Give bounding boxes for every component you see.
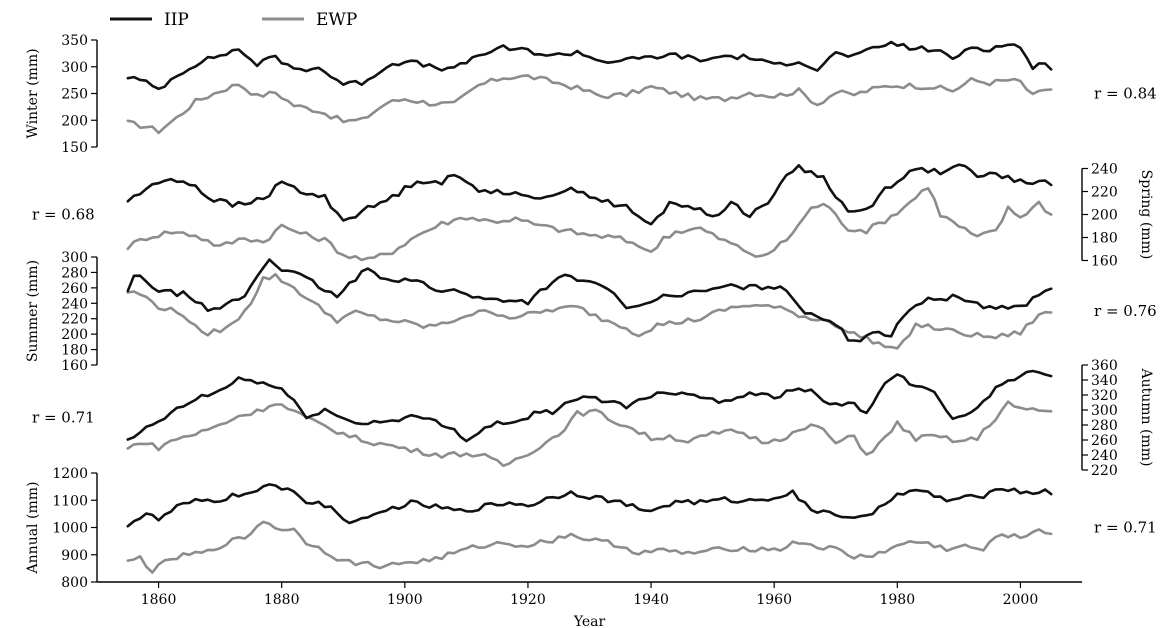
y-tick-label: 1100 bbox=[52, 493, 88, 509]
y-tick-label: 150 bbox=[61, 140, 88, 156]
x-tick-label: 1940 bbox=[633, 592, 669, 608]
y-tick-label: 250 bbox=[61, 87, 88, 103]
y-tick-label: 200 bbox=[61, 113, 88, 129]
y-axis-title: Summer (mm) bbox=[25, 260, 41, 362]
y-tick-label: 350 bbox=[61, 33, 88, 49]
y-axis-title: Autumn (mm) bbox=[1138, 368, 1154, 467]
y-tick-label: 800 bbox=[61, 575, 88, 591]
panel-winter: 150 200 250 300 350 Winter (mm) r = 0.84 bbox=[25, 33, 1157, 156]
series-line-ewp bbox=[126, 400, 1053, 468]
y-tick-label: 260 bbox=[1091, 433, 1118, 449]
series-line-iip bbox=[126, 369, 1053, 443]
y-tick-label: 1200 bbox=[52, 466, 88, 482]
x-tick-label: 2000 bbox=[1003, 592, 1039, 608]
legend-label-ewp: EWP bbox=[316, 10, 357, 30]
y-tick-label: 1000 bbox=[52, 521, 88, 537]
x-axis-title: Year bbox=[573, 614, 606, 628]
y-tick-label: 160 bbox=[61, 358, 88, 374]
x-tick-label: 1920 bbox=[510, 592, 546, 608]
y-tick-label: 200 bbox=[61, 327, 88, 343]
y-tick-label: 180 bbox=[61, 343, 88, 359]
y-tick-label: 220 bbox=[61, 312, 88, 328]
y-tick-label: 300 bbox=[1091, 403, 1118, 419]
y-tick-label: 280 bbox=[1091, 418, 1118, 434]
y-tick-label: 240 bbox=[1091, 162, 1118, 178]
x-tick-label: 1860 bbox=[141, 592, 177, 608]
correlation-label: r = 0.71 bbox=[32, 409, 95, 427]
y-axis-title: Annual (mm) bbox=[25, 482, 41, 575]
y-tick-label: 180 bbox=[1091, 231, 1118, 247]
y-tick-label: 300 bbox=[61, 60, 88, 76]
x-tick-label: 1980 bbox=[879, 592, 915, 608]
y-tick-label: 220 bbox=[1091, 185, 1118, 201]
y-tick-label: 300 bbox=[61, 250, 88, 266]
series-line-ewp bbox=[126, 74, 1053, 135]
panel-annual: 800 900 1000 1100 1200 Annual (mm) r = 0.71 bbox=[25, 466, 1157, 591]
y-tick-label: 240 bbox=[1091, 448, 1118, 464]
x-tick-label: 1880 bbox=[264, 592, 300, 608]
correlation-label: r = 0.71 bbox=[1094, 519, 1157, 537]
x-tick-label: 1960 bbox=[756, 592, 792, 608]
correlation-label: r = 0.76 bbox=[1094, 302, 1157, 320]
y-tick-label: 900 bbox=[61, 548, 88, 564]
y-tick-label: 360 bbox=[1091, 358, 1118, 374]
series-line-iip bbox=[126, 163, 1053, 226]
y-tick-label: 200 bbox=[1091, 208, 1118, 224]
y-tick-label: 220 bbox=[1091, 463, 1118, 479]
x-tick-label: 1900 bbox=[387, 592, 423, 608]
series-line-iip bbox=[126, 258, 1053, 343]
chart-legend: IIP EWP bbox=[110, 10, 357, 30]
correlation-label: r = 0.68 bbox=[32, 206, 95, 224]
series-line-ewp bbox=[126, 272, 1053, 350]
series-line-iip bbox=[126, 483, 1053, 528]
y-tick-label: 260 bbox=[61, 281, 88, 297]
y-tick-label: 340 bbox=[1091, 373, 1118, 389]
y-tick-label: 160 bbox=[1091, 254, 1118, 270]
y-axis-title: Spring (mm) bbox=[1138, 170, 1154, 260]
series-line-iip bbox=[126, 40, 1053, 91]
correlation-label: r = 0.84 bbox=[1094, 85, 1157, 103]
series-line-ewp bbox=[126, 187, 1053, 262]
panel-spring: 160 180 200 220 240 Spring (mm) r = 0.68 bbox=[32, 162, 1154, 270]
legend-label-iip: IIP bbox=[164, 10, 189, 30]
y-tick-label: 320 bbox=[1091, 388, 1118, 404]
x-axis: 1860 1880 1900 1920 1940 1960 1980 2000 Year bbox=[97, 581, 1082, 628]
y-tick-label: 240 bbox=[61, 296, 88, 312]
y-axis-title: Winter (mm) bbox=[25, 48, 41, 138]
series-line-ewp bbox=[126, 520, 1053, 574]
y-tick-label: 280 bbox=[61, 265, 88, 281]
